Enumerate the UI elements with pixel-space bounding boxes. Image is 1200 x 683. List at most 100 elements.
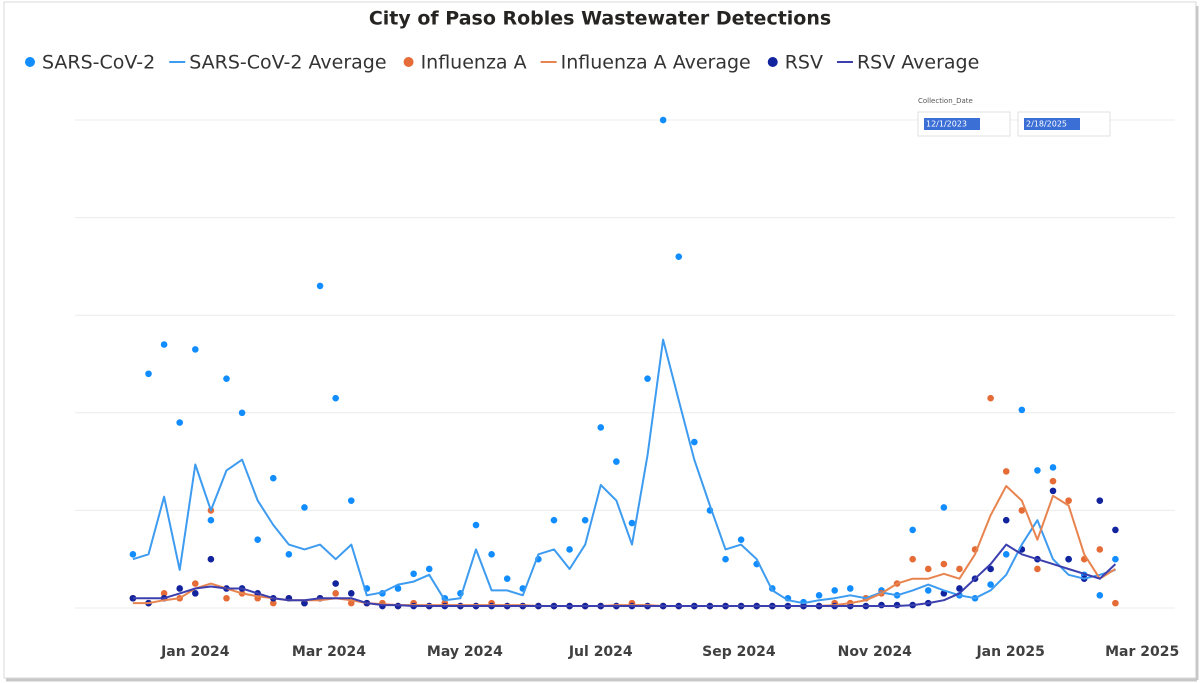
x-tick-label: Jan 2024 <box>160 644 230 660</box>
slicer-label: Collection_Date <box>918 97 973 105</box>
point <box>597 424 605 431</box>
average-line <box>132 543 1117 607</box>
point <box>1018 507 1026 514</box>
point <box>628 519 636 527</box>
point <box>269 599 277 607</box>
point <box>1096 546 1104 553</box>
point <box>207 516 215 524</box>
point <box>347 497 355 504</box>
point <box>1034 467 1041 474</box>
x-tick-label: May 2024 <box>427 644 503 660</box>
point <box>956 585 963 592</box>
point <box>176 585 184 592</box>
point <box>987 581 994 588</box>
x-tick-label: Jul 2024 <box>568 644 633 660</box>
slicer[interactable]: Collection_Date 12/1/2023 2/18/2025 <box>917 97 1111 137</box>
point <box>613 458 620 465</box>
card <box>3 1 1197 679</box>
point <box>394 585 402 592</box>
x-tick-label: Jan 2025 <box>975 644 1044 660</box>
point <box>987 394 994 402</box>
point <box>987 565 994 573</box>
point <box>691 438 698 446</box>
legend-dot <box>403 57 414 67</box>
point <box>1112 526 1119 534</box>
point <box>332 394 339 402</box>
legend: SARS-CoV-2 SARS-CoV-2 Average Influenza A I… <box>25 52 979 74</box>
point <box>145 370 152 378</box>
point <box>301 599 308 607</box>
point <box>1065 555 1072 563</box>
point <box>956 565 963 573</box>
point <box>192 590 199 597</box>
point <box>831 587 838 594</box>
slicer-end[interactable]: 2/18/2025 <box>1026 120 1067 129</box>
slicer-start[interactable]: 12/1/2023 <box>926 120 967 129</box>
point <box>269 474 277 482</box>
legend-label: SARS-CoV-2 Average <box>189 52 386 74</box>
legend-label: Influenza A Average <box>561 52 751 74</box>
x-tick-label: Sep 2024 <box>702 644 776 660</box>
average-line <box>132 338 1116 605</box>
point <box>1065 497 1072 504</box>
point <box>223 594 230 602</box>
point <box>940 504 948 511</box>
point <box>1002 516 1010 524</box>
point <box>1018 406 1026 414</box>
point <box>1049 477 1057 485</box>
legend-label: RSV Average <box>857 52 979 74</box>
legend-label: SARS-CoV-2 <box>42 52 155 74</box>
point <box>846 585 854 592</box>
point <box>207 555 215 563</box>
point <box>332 590 339 597</box>
point <box>1049 487 1057 495</box>
point <box>285 551 293 558</box>
point <box>659 116 667 124</box>
point <box>1112 555 1119 563</box>
legend-dot <box>25 57 35 67</box>
point <box>192 580 199 587</box>
point <box>254 536 261 543</box>
slicer-highlight <box>1024 118 1080 130</box>
legend-dot <box>767 57 778 67</box>
point <box>503 575 511 583</box>
x-tick-label: Mar 2024 <box>292 644 366 660</box>
point <box>1049 464 1057 471</box>
point <box>644 375 651 382</box>
slicer-highlight <box>924 118 980 130</box>
point <box>488 551 495 558</box>
point <box>472 521 480 529</box>
point <box>924 565 932 573</box>
point <box>347 590 355 597</box>
chart-title: City of Paso Robles Wastewater Detection… <box>369 8 831 30</box>
point <box>301 504 308 511</box>
point <box>316 282 324 290</box>
point <box>1002 468 1010 475</box>
point <box>737 536 745 543</box>
point <box>675 253 683 260</box>
legend-label: RSV <box>785 52 823 74</box>
point <box>1096 497 1104 504</box>
point <box>192 346 199 353</box>
point <box>909 555 916 563</box>
legend-label: Influenza A <box>421 52 527 74</box>
point <box>160 341 168 348</box>
point <box>581 516 589 524</box>
point <box>722 555 729 563</box>
point <box>410 570 417 578</box>
point <box>160 590 168 597</box>
point <box>332 580 339 587</box>
point <box>425 565 433 573</box>
point <box>924 587 932 594</box>
point <box>815 592 823 599</box>
x-tick-label: Mar 2025 <box>1105 644 1179 660</box>
point <box>1034 565 1041 573</box>
point <box>176 419 184 426</box>
point <box>238 409 246 417</box>
point <box>1096 592 1104 599</box>
point <box>1112 599 1119 607</box>
point <box>550 516 558 524</box>
point <box>940 560 948 568</box>
point <box>129 551 137 558</box>
